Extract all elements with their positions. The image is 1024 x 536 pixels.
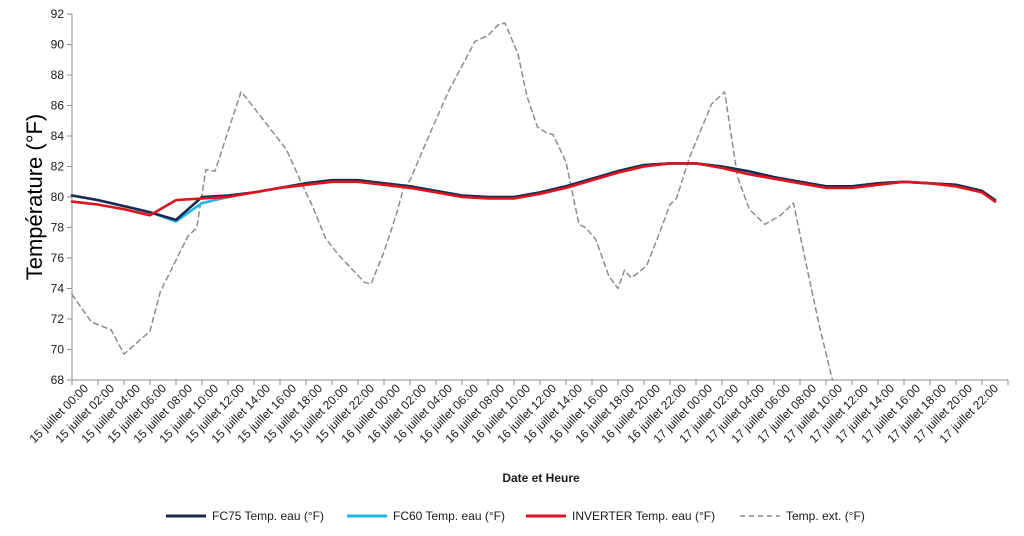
- y-tick-label: 70: [51, 343, 65, 357]
- series-line-0: [70, 162, 997, 222]
- legend: FC75 Temp. eau (°F) FC60 Temp. eau (°F) IN…: [166, 509, 865, 523]
- legend-label-0: FC75 Temp. eau (°F): [212, 509, 324, 523]
- y-tick-label: 72: [51, 312, 65, 326]
- y-tick-label: 78: [51, 221, 65, 235]
- y-tick-label: 68: [51, 373, 65, 387]
- x-axis-label: Date et Heure: [502, 471, 580, 485]
- legend-label-3: Temp. ext. (°F): [786, 509, 865, 523]
- y-tick-label: 90: [51, 38, 65, 52]
- plot-area: [70, 22, 997, 381]
- y-tick-label: 84: [51, 129, 65, 143]
- y-tick-label: 88: [51, 68, 65, 82]
- y-tick-label: 86: [51, 99, 65, 113]
- y-axis: 68 70 72 74 76 78 80 82 84 86 88 90 92: [51, 7, 73, 387]
- y-tick-label: 80: [51, 190, 65, 204]
- legend-label-2: INVERTER Temp. eau (°F): [572, 509, 715, 523]
- series-line-2: [70, 162, 997, 217]
- legend-label-1: FC60 Temp. eau (°F): [393, 509, 505, 523]
- y-tick-label: 92: [51, 7, 65, 21]
- y-axis-label: Température (°F): [22, 114, 47, 281]
- y-tick-label: 76: [51, 251, 65, 265]
- series-line-3: [71, 22, 834, 381]
- y-tick-label: 82: [51, 160, 65, 174]
- y-tick-label: 74: [51, 282, 65, 296]
